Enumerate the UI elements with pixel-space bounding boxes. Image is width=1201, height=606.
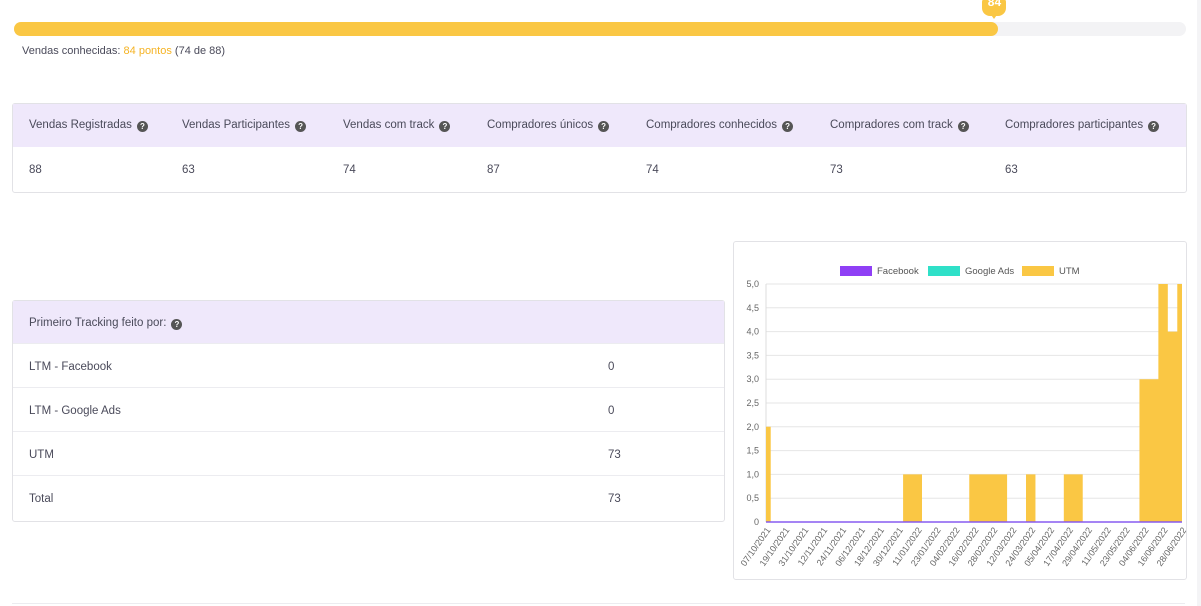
stat-header-compradores-com-track: Compradores com track? bbox=[830, 119, 969, 132]
legend-swatch bbox=[1022, 266, 1054, 276]
stats-table: Vendas Registradas? Vendas Participantes… bbox=[12, 103, 1187, 193]
first-tracking-title-wrap: Primeiro Tracking feito por:? bbox=[29, 317, 183, 330]
series-utm-area bbox=[766, 284, 1182, 522]
stat-value-vendas-registradas: 88 bbox=[29, 164, 42, 176]
first-tracking-title: Primeiro Tracking feito por: bbox=[29, 317, 167, 329]
scrollbar[interactable] bbox=[1197, 0, 1201, 606]
stat-header-compradores-participantes: Compradores participantes? bbox=[1005, 119, 1160, 132]
y-tick-label: 1,0 bbox=[746, 469, 759, 479]
stat-value-compradores-com-track: 73 bbox=[830, 164, 843, 176]
divider bbox=[12, 603, 1185, 604]
legend-label: Google Ads bbox=[965, 266, 1014, 277]
stat-header-vendas-com-track: Vendas com track? bbox=[343, 119, 451, 132]
help-icon[interactable]: ? bbox=[598, 121, 610, 132]
legend-label: UTM bbox=[1059, 266, 1080, 277]
row-label: LTM - Google Ads bbox=[29, 405, 121, 417]
table-row: LTM - Facebook 0 bbox=[13, 343, 724, 388]
stat-header-compradores-conhecidos: Compradores conhecidos? bbox=[646, 119, 794, 132]
first-tracking-header: Primeiro Tracking feito por:? bbox=[13, 301, 724, 343]
row-value: 0 bbox=[608, 405, 615, 417]
stat-header-label: Compradores únicos bbox=[487, 119, 594, 131]
first-tracking-table: Primeiro Tracking feito por:? LTM - Face… bbox=[12, 300, 725, 522]
help-icon[interactable]: ? bbox=[171, 319, 183, 330]
marker-value: 84 bbox=[987, 0, 1002, 9]
stat-header-label: Compradores com track bbox=[830, 119, 953, 131]
stat-header-label: Vendas Registradas bbox=[29, 119, 132, 131]
sales-chart: 00,51,01,52,02,53,03,54,04,55,007/10/202… bbox=[739, 266, 1189, 568]
stats-header-row: Vendas Registradas? Vendas Participantes… bbox=[13, 104, 1186, 147]
help-icon[interactable]: ? bbox=[136, 121, 148, 132]
y-tick-label: 2,5 bbox=[746, 398, 759, 408]
stat-header-label: Compradores conhecidos bbox=[646, 119, 778, 131]
y-tick-label: 4,0 bbox=[746, 327, 759, 337]
y-tick-label: 0 bbox=[754, 517, 759, 527]
progress-fill bbox=[14, 22, 999, 36]
y-tick-label: 3,5 bbox=[746, 350, 759, 360]
table-row: LTM - Google Ads 0 bbox=[13, 387, 724, 432]
sales-chart-card: 0 0,5 1,0 1,5 2,0 2,5 3,0 3,5 4,0 4,5 5,0 07/10/202… bbox=[733, 241, 1189, 580]
stat-value-compradores-unicos: 87 bbox=[487, 164, 500, 176]
stat-header-vendas-participantes: Vendas Participantes? bbox=[182, 119, 307, 132]
row-label: Total bbox=[29, 493, 54, 505]
stat-header-label: Vendas Participantes bbox=[182, 119, 291, 131]
help-icon[interactable]: ? bbox=[295, 121, 307, 132]
row-value: 0 bbox=[608, 361, 615, 373]
row-label: LTM - Facebook bbox=[29, 361, 112, 373]
y-tick-label: 1,5 bbox=[746, 446, 759, 456]
row-value: 73 bbox=[608, 449, 621, 461]
legend-label: Facebook bbox=[877, 266, 919, 277]
stat-header-label: Compradores participantes bbox=[1005, 119, 1144, 131]
y-tick-label: 0,5 bbox=[746, 493, 759, 503]
stat-header-compradores-unicos: Compradores únicos? bbox=[487, 119, 610, 132]
row-value: 73 bbox=[608, 493, 621, 505]
known-sales-suffix: (74 de 88) bbox=[174, 45, 226, 57]
stat-value-compradores-participantes: 63 bbox=[1005, 164, 1018, 176]
stat-value-compradores-conhecidos: 74 bbox=[646, 164, 659, 176]
legend-swatch bbox=[928, 266, 960, 276]
table-row: UTM 73 bbox=[13, 431, 724, 476]
table-row: Total 73 bbox=[13, 475, 724, 520]
progress-marker: 84 bbox=[982, 0, 1007, 22]
y-tick-label: 5,0 bbox=[746, 279, 759, 289]
stat-value-vendas-com-track: 74 bbox=[343, 164, 356, 176]
stat-value-vendas-participantes: 63 bbox=[182, 164, 195, 176]
help-icon[interactable]: ? bbox=[1148, 121, 1160, 132]
help-icon[interactable]: ? bbox=[439, 121, 451, 132]
progress-bar: 84 bbox=[14, 0, 1186, 36]
stat-header-label: Vendas com track bbox=[343, 119, 435, 131]
known-sales-points: 84 pontos bbox=[123, 45, 172, 57]
y-tick-label: 2,0 bbox=[746, 422, 759, 432]
stat-header-vendas-registradas: Vendas Registradas? bbox=[29, 119, 148, 132]
help-icon[interactable]: ? bbox=[957, 121, 969, 132]
legend-swatch bbox=[840, 266, 872, 276]
known-sales-label: Vendas conhecidas: 84 pontos (74 de 88) bbox=[22, 45, 225, 57]
row-label: UTM bbox=[29, 449, 54, 461]
known-sales-prefix: Vendas conhecidas: bbox=[22, 45, 121, 57]
help-icon[interactable]: ? bbox=[782, 121, 794, 132]
marker-pin bbox=[982, 0, 1007, 19]
y-tick-label: 4,5 bbox=[746, 303, 759, 313]
y-tick-label: 3,0 bbox=[746, 374, 759, 384]
